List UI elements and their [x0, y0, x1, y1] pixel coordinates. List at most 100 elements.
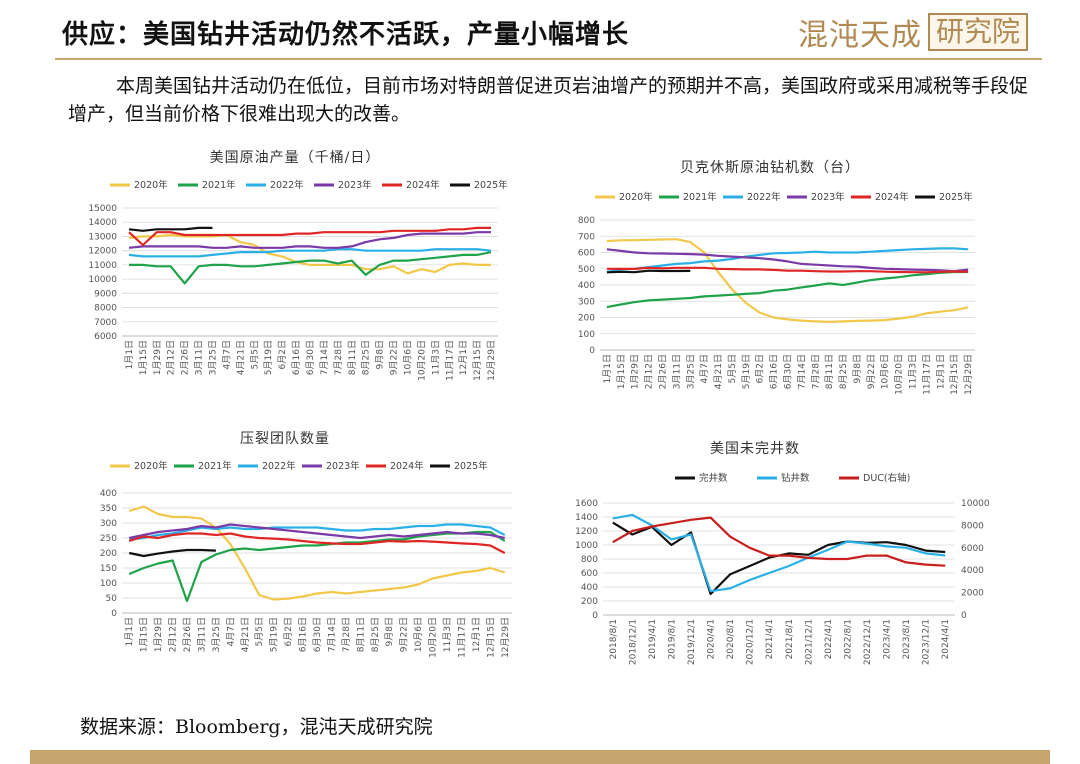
y-tick-label: 400 — [578, 281, 595, 291]
intro-paragraph: 本周美国钻井活动仍在低位，目前市场对特朗普促进页岩油增产的预期并不高，美国政府或… — [68, 75, 1029, 125]
y-tick-label: 200 — [578, 314, 595, 324]
series-line — [128, 233, 491, 275]
x-tick-label: 2024/4/1 — [941, 619, 951, 659]
series-line — [128, 505, 506, 601]
x-tick-label: 2019/4/1 — [648, 619, 658, 659]
y-tick-label: 8000 — [94, 304, 117, 314]
chart-title: 美国未完井数 — [710, 441, 800, 457]
y2-tick-label: 10000 — [961, 499, 990, 509]
x-tick-label: 2月12日 — [166, 340, 177, 375]
legend-label: 2024年 — [875, 191, 909, 203]
x-tick-label: 9月8日 — [384, 617, 395, 646]
legend-label: 2022年 — [270, 179, 304, 191]
x-tick-label: 3月25日 — [208, 340, 219, 375]
legend-label: 2021年 — [198, 460, 232, 472]
brand-logo: 混沌天成 研究院 — [798, 10, 1028, 54]
y-tick-label: 200 — [581, 597, 598, 607]
x-tick-label: 2月12日 — [644, 354, 655, 389]
legend-label: 2020年 — [619, 191, 653, 203]
x-tick-label: 4月7日 — [225, 617, 236, 646]
legend-label: 2023年 — [326, 460, 360, 472]
y-tick-label: 100 — [100, 579, 117, 589]
x-tick-label: 2023/12/1 — [922, 619, 932, 665]
x-tick-label: 12月1日 — [471, 617, 482, 652]
series-line — [128, 231, 491, 249]
series-line — [128, 532, 506, 554]
x-tick-label: 1月1日 — [124, 340, 135, 369]
series-line — [128, 226, 491, 247]
x-tick-label: 6月30日 — [783, 354, 794, 389]
brand-name: 混沌天成 — [797, 18, 922, 53]
x-tick-label: 6月16日 — [769, 354, 780, 389]
series-line — [128, 248, 492, 258]
x-tick-label: 9月22日 — [389, 340, 400, 375]
y-tick-label: 100 — [578, 330, 595, 340]
x-tick-label: 10月6日 — [413, 617, 424, 652]
x-tick-label: 2021/8/1 — [785, 619, 795, 659]
chart-title: 压裂团队数量 — [240, 431, 330, 447]
x-tick-label: 11月3日 — [908, 354, 919, 389]
legend-label: DUC(右轴) — [863, 472, 910, 484]
series-line — [606, 247, 969, 274]
y-tick-label: 12000 — [88, 247, 117, 257]
x-tick-label: 3月11日 — [671, 354, 682, 389]
x-tick-label: 9月8日 — [852, 354, 863, 383]
series-line — [612, 513, 946, 593]
x-tick-label: 8月11日 — [355, 617, 366, 652]
x-tick-label: 3月11日 — [196, 617, 207, 652]
x-tick-label: 2022/12/1 — [863, 619, 873, 665]
legend-label: 2025年 — [454, 460, 488, 472]
slide-title: 供应：美国钻井活动仍然不活跃，产量小幅增长 — [62, 20, 630, 50]
x-tick-label: 7月14日 — [319, 340, 330, 375]
legend-label: 钻井数 — [781, 472, 810, 484]
legend-label: 2024年 — [390, 460, 424, 472]
y-tick-label: 600 — [581, 569, 598, 579]
x-tick-label: 10月20日 — [416, 340, 427, 381]
us-crude-production-chart: 美国原油产量（千桶/日） 2020年 2021年 2022年 2023年 2024年 202… — [88, 150, 508, 381]
x-tick-label: 4月7日 — [699, 354, 710, 383]
y-tick-label: 0 — [592, 611, 598, 621]
y-tick-label: 800 — [578, 216, 595, 226]
y-tick-label: 0 — [589, 346, 595, 356]
legend-label: 2023年 — [811, 191, 845, 203]
x-tick-label: 11月17日 — [444, 340, 455, 381]
x-tick-label: 10月6日 — [402, 340, 413, 375]
x-tick-label: 1月29日 — [153, 617, 164, 652]
x-tick-label: 11月17日 — [456, 617, 467, 658]
legend-label: 2020年 — [134, 460, 168, 472]
x-tick-label: 3月25日 — [685, 354, 696, 389]
x-tick-label: 1月15日 — [138, 340, 149, 375]
series-line — [606, 238, 969, 323]
y-tick-label: 1600 — [575, 499, 598, 509]
brand-tag: 研究院 — [927, 13, 1028, 51]
x-tick-label: 1月1日 — [124, 617, 135, 646]
x-tick-label: 12月29日 — [500, 617, 511, 658]
legend-label: 2024年 — [406, 179, 440, 191]
x-tick-label: 3月25日 — [211, 617, 222, 652]
y-tick-label: 7000 — [94, 318, 117, 328]
x-tick-label: 9月22日 — [866, 354, 877, 389]
y-tick-label: 1400 — [575, 513, 598, 523]
legend-label: 完井数 — [699, 472, 728, 484]
x-tick-label: 1月15日 — [616, 354, 627, 389]
x-tick-label: 6月30日 — [305, 340, 316, 375]
y-tick-label: 50 — [106, 594, 118, 604]
x-tick-label: 8月11日 — [347, 340, 358, 375]
legend-label: 2025年 — [474, 179, 508, 191]
y-tick-label: 150 — [100, 564, 117, 574]
x-tick-label: 4月7日 — [221, 340, 232, 369]
x-tick-label: 6月30日 — [312, 617, 323, 652]
y2-tick-label: 0 — [961, 611, 967, 621]
x-tick-label: 1月1日 — [602, 354, 613, 383]
x-tick-label: 2022/4/1 — [824, 619, 834, 659]
series-line — [606, 266, 969, 274]
series-line — [129, 251, 492, 285]
y-tick-label: 250 — [100, 534, 117, 544]
x-tick-label: 3月11日 — [194, 340, 205, 375]
x-tick-label: 2019/8/1 — [667, 619, 677, 659]
x-tick-label: 2020/8/1 — [726, 619, 736, 659]
x-tick-label: 11月17日 — [921, 354, 932, 395]
legend-label: 2020年 — [134, 179, 168, 191]
y-tick-label: 400 — [581, 583, 598, 593]
footer-bar — [30, 750, 1050, 764]
